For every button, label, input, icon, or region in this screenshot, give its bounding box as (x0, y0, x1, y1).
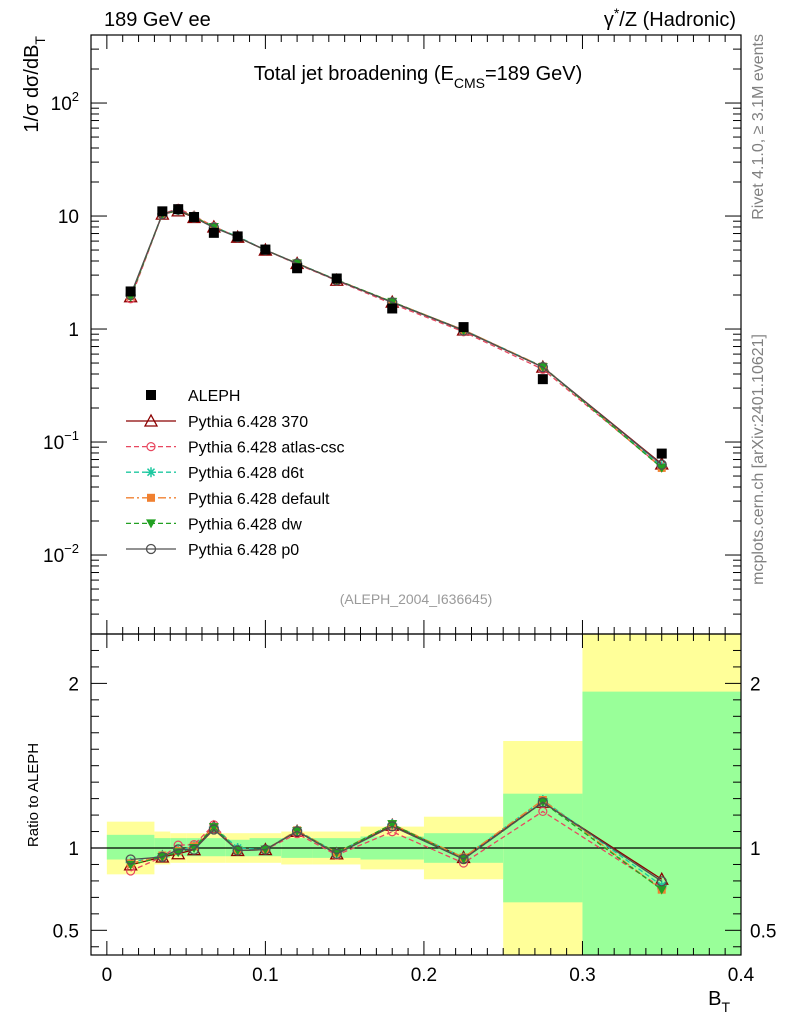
ratio-tick-label-right-1: 1 (750, 839, 761, 860)
legend-label-0: Pythia 6.428 370 (188, 414, 308, 431)
x-tick-label-4: 0.4 (728, 965, 755, 986)
ratio-tick-label-right-2: 2 (750, 674, 761, 695)
ratio-5-point-2 (173, 844, 184, 855)
legend-label-3: Pythia 6.428 default (188, 491, 330, 508)
aleph-point-10 (458, 322, 469, 333)
ratio-uncertainty-bands (106, 634, 741, 955)
x-tick-label-0: 0 (102, 965, 113, 986)
ratio-band-green-4 (201, 838, 226, 857)
ratio-5-point-3 (188, 844, 200, 855)
legend-marker-0 (143, 413, 159, 427)
series-5-point-11 (537, 361, 548, 373)
legend-label-5: Pythia 6.428 p0 (188, 542, 299, 559)
aleph-point-6 (260, 244, 271, 255)
mcplots-label: mcplots.cern.ch [arXiv:2401.10621] (750, 334, 767, 585)
aleph-point-7 (292, 263, 303, 274)
ratio-5-point-6 (260, 844, 271, 855)
legend-marker-aleph (146, 390, 156, 400)
x-tick-label-3: 0.3 (569, 965, 595, 986)
ratio-tick-label-left-2: 2 (68, 674, 79, 695)
aleph-point-4 (208, 227, 219, 238)
legend-label-aleph: ALEPH (188, 388, 240, 405)
aleph-point-8 (331, 273, 342, 284)
aleph-point-11 (537, 374, 548, 385)
ratio-5-point-4 (208, 824, 220, 835)
ratio-tick-label-left-0: 0.5 (53, 921, 79, 942)
y-tick-label-0: 10−2 (43, 541, 79, 567)
ratio-tick-label-left-1: 1 (68, 839, 79, 860)
ratio-band-green-12 (582, 691, 741, 955)
axes-ticks: 0 0.1 0.2 0.3 0.4 10−2 10−1 1 10 102 0.5 0.5 1 1 2 2 (43, 34, 776, 986)
series-5-point-12 (656, 459, 667, 470)
legend-marker-5 (145, 543, 157, 555)
legend-label-1: Pythia 6.428 atlas-csc (188, 440, 345, 457)
ratio-5-point-11 (537, 797, 548, 808)
header-left: 189 GeV ee (104, 9, 211, 31)
series-4-point-12 (656, 463, 667, 473)
ratio-5-point-12 (656, 876, 667, 887)
y-axis-label: 1/σ dσ/dBT (21, 36, 48, 133)
main-series (123, 203, 669, 473)
ratio-5-point-7 (291, 826, 303, 837)
legend-marker-1 (146, 442, 156, 452)
y-tick-label-1: 10−1 (43, 428, 79, 454)
ratio-5-point-9 (387, 821, 398, 832)
ratio-tick-label-right-0: 0.5 (750, 921, 776, 942)
header-right: γ*/Z (Hadronic) (604, 5, 736, 31)
ratio-y-axis-label: Ratio to ALEPH (25, 743, 42, 847)
aleph-point-12 (656, 448, 667, 459)
ratio-band-green-0 (106, 834, 155, 860)
legend-marker-4 (146, 519, 156, 529)
ratio-5-point-10 (458, 853, 469, 865)
legend: ALEPH Pythia 6.428 370 Pythia 6.428 atlas-… (126, 388, 345, 559)
legend-marker-2 (146, 467, 156, 478)
chart-title: Total jet broadening (ECMS=189 GeV) (254, 63, 583, 91)
aleph-point-5 (232, 231, 243, 242)
ratio-4-point-12 (656, 885, 667, 895)
legend-label-4: Pythia 6.428 dw (188, 516, 302, 533)
aleph-data-points (125, 204, 667, 459)
aleph-point-2 (173, 204, 184, 215)
legend-marker-3 (147, 493, 155, 502)
ratio-5-point-8 (331, 848, 342, 860)
aleph-point-1 (157, 206, 168, 217)
aleph-point-9 (387, 303, 398, 314)
aleph-point-0 (125, 286, 136, 297)
ratio-series (123, 794, 669, 895)
ratio-plot-frame (90, 633, 742, 956)
aleph-point-3 (189, 212, 200, 223)
analysis-watermark: (ALEPH_2004_I636645) (340, 591, 493, 607)
y-tick-label-2: 1 (68, 320, 79, 341)
y-tick-label-4: 102 (51, 89, 79, 115)
x-tick-label-2: 0.2 (411, 965, 437, 986)
y-tick-label-3: 10 (58, 207, 79, 228)
legend-label-2: Pythia 6.428 d6t (188, 465, 304, 482)
ratio-5-point-5 (232, 845, 243, 856)
ratio-5-point-0 (125, 854, 136, 865)
rivet-label: Rivet 4.1.0, ≥ 3.1M events (750, 34, 767, 220)
ratio-5-point-1 (157, 851, 168, 863)
ratio-line-5 (130, 801, 663, 882)
x-tick-label-1: 0.1 (252, 965, 278, 986)
x-axis-label: BT (708, 988, 730, 1015)
